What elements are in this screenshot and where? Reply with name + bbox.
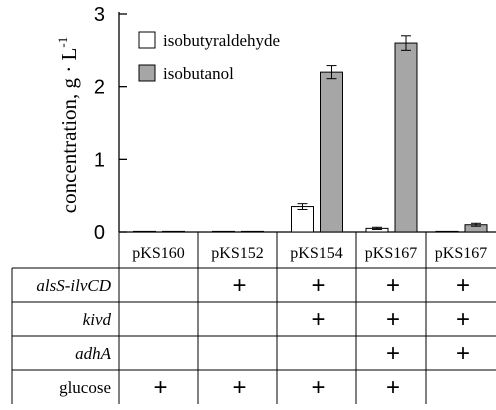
plus-mark: +	[311, 374, 325, 401]
table-grid	[11, 231, 496, 404]
bar-isobutyraldehyde-1	[133, 230, 156, 233]
bar-isobutyraldehyde-3	[291, 206, 314, 233]
y-tick-label: 1	[94, 149, 105, 171]
bar-isobutanol-1	[162, 230, 185, 233]
category-label: pKS160	[132, 245, 184, 262]
plus-mark: +	[386, 374, 400, 401]
plus-mark: +	[456, 306, 470, 333]
legend-label-isobutyraldehyde: isobutyraldehyde	[163, 31, 280, 50]
bars	[133, 35, 488, 233]
legend-swatch-isobutyraldehyde	[138, 31, 156, 49]
condition-table: pKS160 pKS152 pKS154 pKS167 pKS167 alsS-ilvCD…	[36, 245, 487, 401]
bar-isobutyraldehyde-2	[212, 230, 235, 233]
category-label: pKS167	[435, 245, 487, 262]
y-tick-label: 3	[94, 4, 105, 26]
plus-mark: +	[456, 340, 470, 367]
legend-swatch-isobutanol	[138, 64, 156, 82]
row-label: adhA	[75, 344, 112, 363]
category-label: pKS152	[211, 245, 263, 262]
plus-mark: +	[232, 272, 246, 299]
row-label: glucose	[59, 378, 111, 397]
y-axis: 0 1 2 3 concentration, g · L-1	[55, 4, 127, 244]
plus-mark: +	[153, 374, 167, 401]
category-label: pKS154	[290, 245, 342, 262]
y-tick-label: 0	[94, 222, 105, 244]
bar-isobutanol-4	[394, 42, 418, 233]
bar-isobutyraldehyde-5	[435, 230, 459, 233]
plus-mark: +	[311, 306, 325, 333]
row-label: kivd	[83, 310, 112, 329]
y-tick-label: 2	[94, 77, 105, 99]
row-label: alsS-ilvCD	[36, 276, 111, 295]
legend: isobutyraldehyde isobutanol	[138, 31, 280, 83]
plus-mark: +	[386, 272, 400, 299]
y-axis-label: concentration, g · L-1	[55, 37, 81, 213]
plus-mark: +	[311, 272, 325, 299]
legend-label-isobutanol: isobutanol	[163, 64, 234, 83]
plus-mark: +	[456, 272, 470, 299]
bar-isobutanol-2	[241, 230, 264, 233]
category-label: pKS167	[365, 245, 417, 262]
plus-mark: +	[386, 306, 400, 333]
plus-mark: +	[386, 340, 400, 367]
bar-isobutanol-3	[320, 71, 343, 233]
plus-mark: +	[232, 374, 246, 401]
